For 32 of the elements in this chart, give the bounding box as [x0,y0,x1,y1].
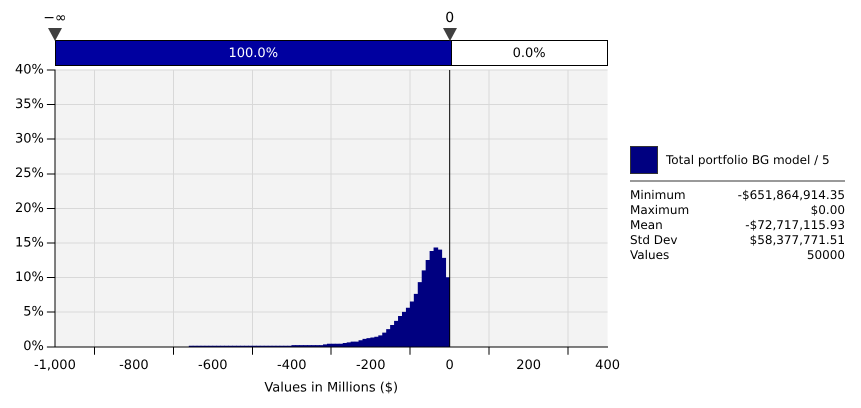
x-tick-label: -200 [356,358,386,373]
text: Minimum [630,188,687,202]
y-tick-label: 10% [14,270,44,285]
x-tick-label: -400 [277,358,307,373]
legend-label: Total portfolio BG model / 5 [666,153,830,167]
text: $58,377,771.51 [748,233,845,247]
text: Maximum [630,203,690,217]
text: $0.00 [810,203,845,217]
y-tick-label: 5% [23,304,44,320]
y-tick-label: 20% [14,200,44,216]
x-tick-label: 0 [446,358,454,373]
x-tick-label: 200 [516,358,542,373]
text: Values [630,248,670,262]
delimiter-strip: 100.0% 0.0% [54,40,608,66]
x-axis-title: Values in Millions ($) [264,380,398,396]
text: 50000 [806,248,845,262]
x-tick-label: -800 [119,358,149,373]
text: -$651,864,914.35 [736,188,845,202]
text: −∞ [42,10,68,26]
y-tick-label: 15% [14,235,44,250]
y-tick-label: 30% [14,132,44,147]
x-tick-label: -1,000 [34,358,76,373]
y-tick-label: 40% [14,62,44,78]
x-tick-label: 400 [595,358,620,373]
text: Mean [630,218,664,232]
text: Std Dev [630,233,678,247]
y-tick-label: 25% [14,166,44,182]
text: -$72,717,115.93 [744,218,845,232]
y-tick-label: 35% [14,96,44,112]
y-tick-label: 0% [23,339,44,354]
ref-line-label: 0 [444,10,456,26]
x-tick-label: -600 [198,358,228,373]
